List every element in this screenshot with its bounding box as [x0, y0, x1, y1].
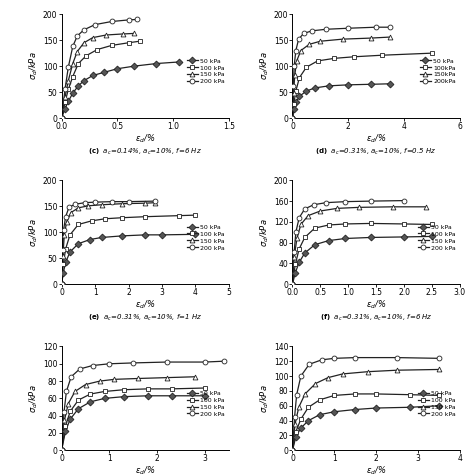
- X-axis label: $\varepsilon_d$/%: $\varepsilon_d$/%: [135, 299, 155, 311]
- Y-axis label: $\sigma_d$/kPa: $\sigma_d$/kPa: [258, 384, 271, 413]
- X-axis label: $\varepsilon_d$/%: $\varepsilon_d$/%: [366, 465, 386, 474]
- Y-axis label: $\sigma_d$/kPa: $\sigma_d$/kPa: [258, 218, 271, 246]
- X-axis label: $\varepsilon_d$/%: $\varepsilon_d$/%: [135, 465, 155, 474]
- X-axis label: $\varepsilon_d$/%: $\varepsilon_d$/%: [135, 133, 155, 145]
- Text: $\bf(f)$  $a_c$=0.31%, $a_c$=10%, $f$=6 Hz: $\bf(f)$ $a_c$=0.31%, $a_c$=10%, $f$=6 H…: [320, 313, 432, 323]
- Legend: 50 kPa, 100 kPa, 150 kPa, 200 kPa: 50 kPa, 100 kPa, 150 kPa, 200 kPa: [417, 224, 456, 251]
- Text: $\bf(e)$  $a_c$=0.31%, $a_c$=10%, $f$=1 Hz: $\bf(e)$ $a_c$=0.31%, $a_c$=10%, $f$=1 H…: [88, 313, 202, 323]
- Legend: 50 kPa, 100 kPa, 150 kPa, 200 kPa: 50 kPa, 100 kPa, 150 kPa, 200 kPa: [186, 224, 226, 251]
- Y-axis label: $\sigma_d$/kPa: $\sigma_d$/kPa: [27, 218, 40, 246]
- Legend: 50 kPa, 100 kPa, 150 kPa, 200 kPa: 50 kPa, 100 kPa, 150 kPa, 200 kPa: [417, 390, 456, 417]
- Legend: 50 kPa, 100 kPa, 150 kPa, 200 kPa: 50 kPa, 100 kPa, 150 kPa, 200 kPa: [186, 390, 226, 417]
- Text: $\bf(c)$  $a_c$=0.14%, $a_c$=10%, $f$=6 Hz: $\bf(c)$ $a_c$=0.14%, $a_c$=10%, $f$=6 H…: [88, 147, 202, 157]
- X-axis label: $\varepsilon_d$/%: $\varepsilon_d$/%: [366, 299, 386, 311]
- Y-axis label: $\sigma_d$/kPa: $\sigma_d$/kPa: [27, 384, 40, 413]
- Legend: 50 kPa, 100kPa, 150kPa, 200kPa: 50 kPa, 100kPa, 150kPa, 200kPa: [419, 58, 456, 85]
- X-axis label: $\varepsilon_d$/%: $\varepsilon_d$/%: [366, 133, 386, 145]
- Text: $\bf(d)$  $a_c$=0.31%, $a_c$=10%, $f$=0.5 Hz: $\bf(d)$ $a_c$=0.31%, $a_c$=10%, $f$=0.5…: [315, 147, 437, 157]
- Y-axis label: $\sigma_d$/kPa: $\sigma_d$/kPa: [27, 52, 40, 81]
- Y-axis label: $\sigma_d$/kPa: $\sigma_d$/kPa: [258, 52, 271, 81]
- Legend: 50 kPa, 100 kPa, 150 kPa, 200 kPa: 50 kPa, 100 kPa, 150 kPa, 200 kPa: [186, 58, 226, 85]
